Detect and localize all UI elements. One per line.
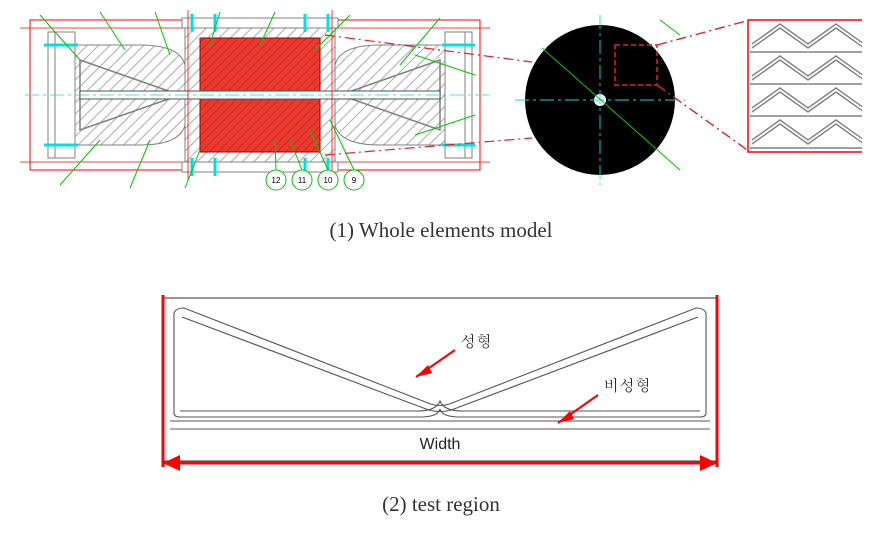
whole-elements-model-figure: 12 11 10 9 — [20, 10, 862, 200]
zigzag-detail — [748, 20, 862, 152]
unformed-label: 비성형 — [603, 373, 651, 396]
balloon-9: 9 — [352, 176, 357, 185]
cross-section-circle — [515, 15, 685, 185]
caption-2: (2) test region — [0, 492, 882, 517]
balloon-12: 12 — [272, 176, 281, 185]
formed-profile — [174, 308, 706, 417]
balloon-10: 10 — [324, 176, 333, 185]
figure2-svg: 성형 비성형 Width — [160, 295, 720, 485]
width-label: Width — [420, 436, 461, 453]
formed-callout: 성형 — [416, 329, 492, 377]
caption-1: (1) Whole elements model — [0, 218, 882, 243]
unformed-callout: 비성형 — [558, 373, 651, 423]
balloon-11: 11 — [298, 176, 307, 185]
balloon-row: 12 11 10 9 — [266, 170, 364, 190]
figure1-svg: 12 11 10 9 — [20, 10, 862, 200]
test-region-figure: 성형 비성형 Width — [160, 295, 720, 470]
vessel-assembly: 12 11 10 9 — [20, 10, 490, 190]
formed-label: 성형 — [460, 329, 492, 352]
